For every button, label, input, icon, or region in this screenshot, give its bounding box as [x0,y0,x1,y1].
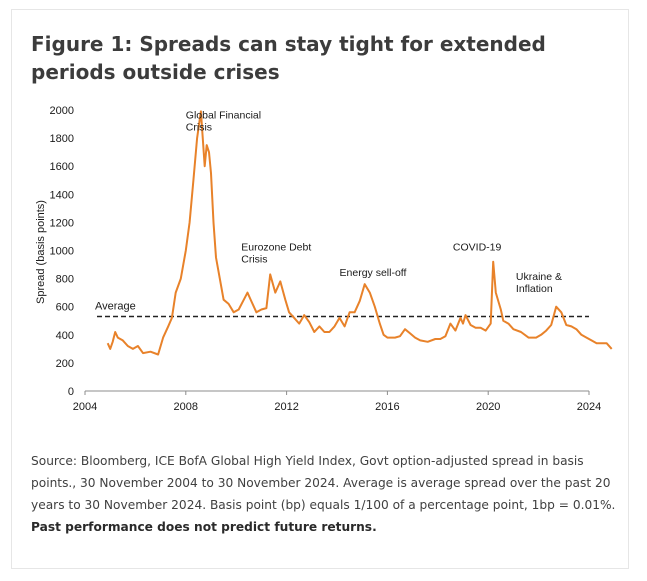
y-tick-label: 1600 [50,161,74,173]
y-tick-label: 1400 [50,189,74,201]
x-tick-label: 2020 [476,401,500,413]
annotation-label: Eurozone Debt Crisis [241,242,311,266]
annotation-label: Energy sell-off [340,267,407,279]
y-tick-label: 1000 [50,246,74,258]
source-note: Source: Bloomberg, ICE BofA Global High … [31,450,616,538]
event-annotations: Global Financial Crisis Eurozone Debt Crisi… [186,109,562,295]
x-tick-label: 2008 [174,401,198,413]
y-tick-label: 0 [68,386,74,398]
y-tick-label: 200 [56,358,74,370]
x-axis-ticks: 2004 2008 2012 2016 2020 2024 [73,391,601,413]
disclaimer-bold: Past performance does not predict future… [31,520,377,534]
annotation-label: Global Financial Crisis [186,109,261,133]
x-tick-label: 2016 [375,401,399,413]
figure-title: Figure 1: Spreads can stay tight for ext… [31,32,546,84]
x-tick-label: 2012 [274,401,298,413]
y-tick-label: 600 [56,302,74,314]
y-tick-label: 1200 [50,217,74,229]
y-tick-label: 400 [56,330,74,342]
y-tick-label: 2000 [50,105,74,117]
y-axis-label: Spread (basis points) [35,200,47,304]
source-text: Source: Bloomberg, ICE BofA Global High … [31,454,616,512]
x-tick-label: 2024 [577,401,601,413]
x-tick-label: 2004 [73,401,97,413]
average-label: Average [95,301,136,313]
spread-series-line [106,110,613,356]
figure-card [11,9,629,569]
annotation-label: COVID-19 [453,242,502,254]
y-tick-label: 1800 [50,133,74,145]
annotation-label: Ukraine & Inflation [516,271,562,295]
y-axis-ticks: 0 200 400 600 800 1000 1200 1400 1600 1800 2000 [50,105,74,398]
y-tick-label: 800 [56,274,74,286]
